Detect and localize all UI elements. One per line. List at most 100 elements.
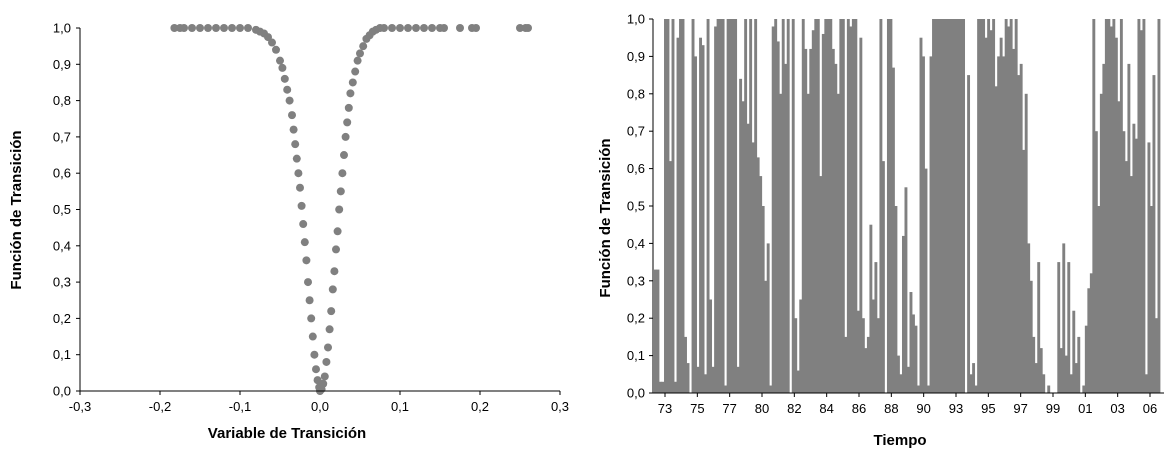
scatter-point bbox=[324, 343, 332, 352]
bar bbox=[1134, 138, 1138, 393]
scatter-point bbox=[420, 24, 428, 32]
bar-x-tick-label: 03 bbox=[1110, 401, 1124, 416]
scatter-point bbox=[204, 24, 212, 32]
bar bbox=[809, 48, 813, 394]
bar bbox=[746, 123, 750, 393]
scatter-point bbox=[291, 140, 300, 149]
scatter-y-tick-label: 0,9 bbox=[53, 57, 71, 72]
bar bbox=[969, 374, 973, 393]
bar bbox=[699, 37, 702, 393]
scatter-y-axis-title: Función de Transición bbox=[8, 130, 25, 289]
bar bbox=[839, 19, 843, 393]
scatter-point bbox=[283, 85, 292, 94]
bar bbox=[694, 56, 697, 394]
bar-y-tick-label: 0,4 bbox=[627, 236, 645, 251]
bar bbox=[989, 30, 993, 393]
bar bbox=[1144, 374, 1148, 393]
bar bbox=[704, 374, 708, 393]
bar bbox=[1094, 131, 1098, 393]
bar bbox=[776, 41, 780, 393]
bar bbox=[714, 26, 718, 393]
bar bbox=[1119, 19, 1123, 393]
bar bbox=[912, 314, 915, 393]
bar bbox=[896, 355, 900, 393]
bar-x-tick-label: 06 bbox=[1143, 401, 1157, 416]
bar-y-tick-label: 0,1 bbox=[627, 348, 645, 363]
scatter-point bbox=[170, 24, 179, 32]
scatter-point bbox=[472, 24, 480, 32]
bar bbox=[1039, 348, 1043, 393]
scatter-point bbox=[305, 296, 314, 305]
scatter-x-tick-label: 0,3 bbox=[551, 399, 569, 414]
bar bbox=[829, 19, 833, 393]
bar bbox=[836, 93, 840, 394]
bar bbox=[959, 19, 963, 393]
bar bbox=[764, 280, 768, 393]
bar bbox=[679, 19, 682, 393]
bar bbox=[774, 19, 778, 393]
scatter-x-tick-label: 0,0 bbox=[311, 399, 329, 414]
scatter-point bbox=[289, 125, 298, 134]
bar bbox=[684, 336, 687, 393]
bar bbox=[846, 19, 850, 393]
scatter-point bbox=[340, 151, 348, 160]
bar bbox=[894, 206, 898, 393]
scatter-point bbox=[272, 45, 280, 54]
scatter-point bbox=[310, 350, 319, 359]
bar bbox=[1142, 19, 1146, 393]
bar bbox=[907, 366, 910, 393]
bar bbox=[909, 292, 913, 393]
bar bbox=[972, 363, 976, 393]
bar bbox=[967, 75, 971, 393]
bar bbox=[874, 262, 878, 393]
bar bbox=[1069, 374, 1073, 393]
bar bbox=[1074, 363, 1078, 393]
bar bbox=[1042, 374, 1046, 393]
bar bbox=[927, 385, 930, 393]
bar bbox=[749, 19, 753, 393]
scatter-point bbox=[288, 111, 296, 120]
bar bbox=[696, 366, 700, 393]
bar bbox=[1099, 93, 1103, 394]
bar bbox=[979, 19, 983, 393]
scatter-point bbox=[353, 56, 362, 65]
bar-x-tick-label: 95 bbox=[981, 401, 995, 416]
bar bbox=[1022, 149, 1026, 393]
bar-y-ticks: 0,0 0,1 0,2 0,3 0,4 0,5 0,6 0,7 0,8 0,9 1,0 bbox=[627, 12, 653, 401]
bar bbox=[1002, 56, 1006, 394]
scatter-point bbox=[333, 227, 342, 236]
bar bbox=[1014, 19, 1018, 393]
bar bbox=[994, 86, 998, 393]
bar-x-tick-label: 73 bbox=[658, 401, 672, 416]
bar bbox=[824, 19, 828, 393]
scatter-point bbox=[351, 67, 360, 76]
scatter-point bbox=[180, 24, 188, 32]
bar-x-tick-label: 82 bbox=[787, 401, 801, 416]
bar bbox=[769, 385, 773, 393]
bar-y-tick-label: 0,2 bbox=[627, 311, 645, 326]
bar-x-tick-label: 75 bbox=[690, 401, 704, 416]
bar bbox=[814, 19, 818, 393]
bar-x-tick-label: 99 bbox=[1046, 401, 1060, 416]
bar bbox=[871, 299, 875, 393]
bar bbox=[1034, 363, 1038, 393]
bar bbox=[949, 19, 953, 393]
bar bbox=[661, 381, 665, 393]
scatter-point bbox=[412, 24, 420, 32]
bar bbox=[791, 19, 795, 393]
scatter-y-tick-label: 0,2 bbox=[53, 311, 71, 326]
bar bbox=[731, 19, 735, 393]
bar bbox=[954, 19, 958, 393]
bar bbox=[1124, 161, 1128, 393]
bar bbox=[1007, 26, 1011, 393]
bar bbox=[904, 187, 908, 393]
scatter-point bbox=[322, 357, 331, 366]
bar bbox=[1057, 262, 1061, 393]
bar bbox=[1102, 63, 1106, 393]
bar bbox=[1072, 310, 1076, 393]
bar bbox=[1064, 355, 1068, 393]
bar bbox=[919, 37, 923, 393]
bar bbox=[917, 385, 920, 393]
bar bbox=[957, 19, 961, 393]
